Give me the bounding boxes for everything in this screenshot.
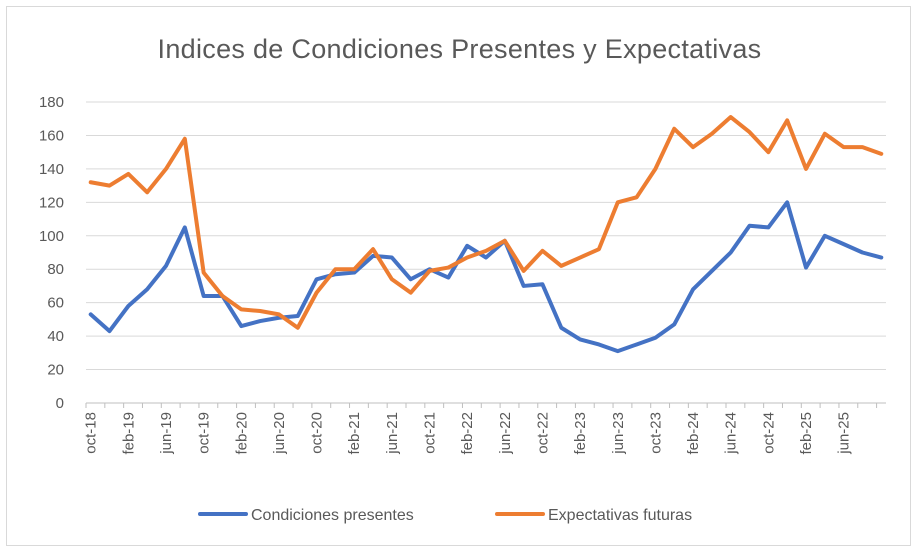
x-tick-label: oct-23 [647, 412, 664, 454]
y-tick-label: 120 [39, 194, 64, 211]
x-tick-label: jun-21 [384, 412, 401, 455]
x-tick-label: feb-22 [459, 412, 476, 455]
y-tick-label: 0 [56, 395, 64, 412]
x-tick-label: jun-23 [610, 412, 627, 455]
x-axis: oct-18 feb-19 jun-19 oct-19 feb-20 jun-20 oct-… [83, 402, 886, 455]
chart-title: Indices de Condiciones Presentes y Expec… [157, 34, 762, 64]
legend-label: Condiciones presentes [251, 507, 414, 524]
y-tick-label: 160 [39, 127, 64, 144]
x-tick-label: oct-22 [534, 412, 551, 454]
y-tick-label: 80 [47, 261, 64, 278]
x-tick-label: jun-25 [836, 412, 853, 455]
x-tick-label: oct-24 [760, 412, 777, 454]
y-tick-label: 60 [47, 295, 64, 312]
series-line-expectativas-futuras [88, 115, 884, 330]
x-tick-label: oct-21 [422, 412, 439, 454]
x-tick-label: oct-18 [83, 412, 100, 454]
x-tick-label: oct-20 [309, 412, 326, 454]
x-tick-label: feb-23 [572, 412, 589, 455]
x-tick-label: jun-19 [158, 412, 175, 455]
legend: Condiciones presentes Expectativas futura… [198, 507, 692, 524]
y-axis-ticks: 0 20 40 60 80 100 120 140 160 180 [39, 94, 64, 412]
x-tick-label: feb-24 [685, 412, 702, 455]
x-tick-label: feb-19 [120, 412, 137, 455]
y-tick-label: 20 [47, 362, 64, 379]
gridlines [86, 101, 886, 371]
y-tick-label: 40 [47, 328, 64, 345]
x-tick-label: jun-24 [723, 412, 740, 455]
series-lines [88, 115, 884, 354]
y-tick-label: 100 [39, 228, 64, 245]
y-tick-label: 140 [39, 161, 64, 178]
x-tick-label: jun-22 [497, 412, 514, 455]
y-tick-label: 180 [39, 94, 64, 111]
legend-label: Expectativas futuras [548, 507, 692, 524]
x-tick-label: oct-19 [196, 412, 213, 454]
x-tick-label: feb-25 [798, 412, 815, 455]
x-tick-label: feb-21 [346, 412, 363, 455]
x-tick-label: feb-20 [233, 412, 250, 455]
x-tick-label: jun-20 [271, 412, 288, 455]
